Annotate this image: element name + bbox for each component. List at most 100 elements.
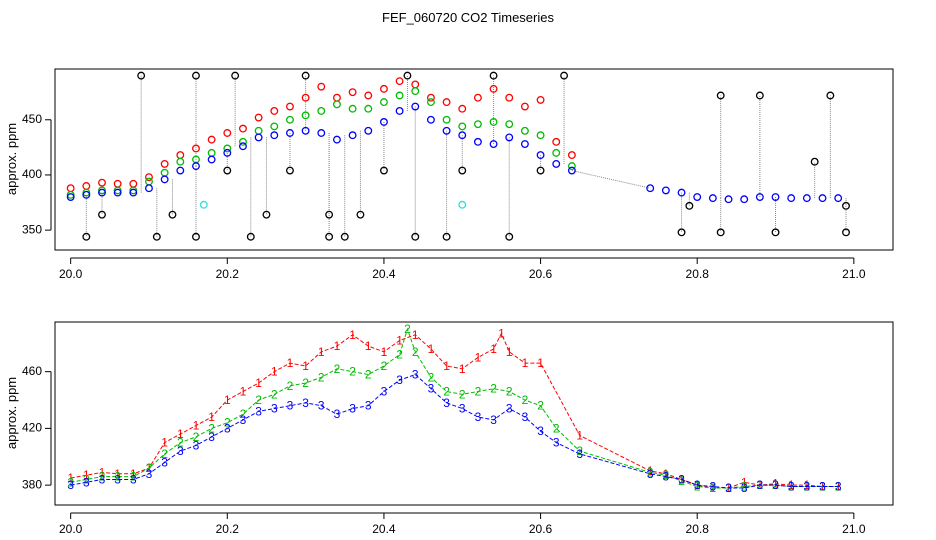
series-1-marker: 1 — [647, 464, 654, 478]
red-point — [411, 80, 420, 89]
outliers-point — [842, 228, 850, 237]
green-point — [426, 98, 435, 107]
red-point — [473, 93, 482, 102]
red-point — [489, 84, 498, 93]
blue-point — [834, 194, 843, 203]
red-point — [192, 144, 200, 153]
x-tick-label: 20.6 — [529, 522, 553, 536]
series-1-marker: 1 — [506, 345, 513, 359]
blue-point — [708, 194, 717, 203]
x-tick-label: 20.8 — [686, 267, 710, 281]
outliers-point — [340, 232, 349, 241]
series-3-marker: 3 — [396, 373, 403, 387]
blue-point — [160, 175, 169, 184]
series-2-marker: 2 — [710, 481, 717, 495]
red-point — [207, 135, 216, 144]
blue-point — [505, 133, 514, 142]
blue-point — [254, 133, 263, 142]
green-point — [505, 120, 514, 129]
series-1-marker: 1 — [83, 468, 90, 482]
gap-connector — [571, 170, 651, 189]
series-3-marker: 3 — [130, 472, 137, 486]
series-3-marker: 3 — [349, 402, 356, 416]
series-2-marker: 2 — [428, 370, 435, 384]
blue-point — [567, 166, 576, 175]
series-3-marker: 3 — [522, 410, 529, 424]
series-3-marker: 3 — [490, 413, 497, 427]
y-axis-label: approx. ppm — [4, 123, 19, 195]
green-point — [270, 122, 279, 131]
series-2-line — [70, 327, 839, 489]
outliers-point — [168, 210, 177, 219]
red-point — [332, 93, 341, 102]
series-3-marker: 3 — [334, 407, 341, 421]
outliers-point — [137, 71, 146, 80]
red-point — [458, 104, 467, 113]
series-3-marker: 3 — [647, 467, 654, 481]
red-point — [505, 93, 514, 102]
blue-point — [411, 102, 420, 111]
blue-point — [787, 194, 796, 203]
x-tick-label: 20.4 — [372, 522, 396, 536]
series-1-marker: 1 — [772, 477, 779, 491]
series-3-marker: 3 — [725, 481, 732, 495]
green-point — [379, 98, 388, 107]
blue-point — [458, 131, 467, 140]
plot-frame — [54, 321, 894, 506]
blue-point — [677, 188, 686, 197]
blue-point — [82, 190, 91, 199]
red-point — [254, 113, 263, 122]
blue-point — [379, 118, 388, 126]
series-1-marker: 1 — [694, 478, 701, 492]
blue-point — [176, 166, 185, 175]
red-point — [379, 84, 388, 93]
blue-point — [802, 194, 811, 203]
cyan-point — [199, 200, 208, 209]
x-axis: 20.0 20.2 20.4 20.6 20.8 21.0 — [59, 512, 866, 536]
series-3-marker: 3 — [146, 467, 153, 481]
green-point — [223, 144, 232, 153]
green-point — [411, 87, 420, 96]
series-1-marker: 1 — [498, 326, 505, 340]
cyan-point — [458, 200, 467, 209]
red-point — [113, 179, 122, 188]
y-axis: 380 420 460 — [22, 364, 52, 491]
green-point — [176, 157, 185, 166]
series-3-marker: 3 — [287, 399, 294, 413]
series-1-marker: 1 — [365, 339, 372, 353]
series-2-marker: 2 — [240, 407, 247, 421]
blue-point — [286, 129, 294, 137]
green-point — [332, 100, 341, 109]
series-3-marker: 3 — [318, 399, 325, 413]
y-tick-label: 450 — [22, 112, 42, 126]
series-1-marker: 1 — [318, 345, 325, 359]
series-2-marker: 2 — [114, 470, 121, 484]
green-point — [66, 190, 75, 199]
blue-point — [270, 131, 279, 140]
blue-point — [520, 140, 529, 148]
series-2-marker: 2 — [255, 393, 262, 407]
series-2-marker: 2 — [161, 447, 168, 461]
series-3-marker: 3 — [365, 399, 372, 413]
outliers-point — [842, 201, 850, 210]
series-1-marker: 1 — [177, 427, 184, 441]
series-3-marker: 3 — [537, 424, 544, 438]
outliers-point — [411, 232, 420, 241]
series-2-marker: 2 — [647, 465, 654, 479]
series-2-marker: 2 — [537, 399, 544, 413]
blue-point — [317, 129, 326, 137]
y-tick-label: 350 — [22, 222, 42, 236]
blue-point — [552, 159, 561, 168]
blue-point — [395, 106, 404, 115]
red-point — [317, 82, 326, 91]
blue-point — [473, 137, 482, 146]
red-point — [567, 151, 576, 160]
outliers-point — [458, 166, 467, 175]
blue-point — [223, 148, 232, 157]
outliers-point — [810, 157, 819, 166]
outliers-point — [403, 71, 412, 80]
series-3-marker: 3 — [835, 480, 842, 494]
outliers-point — [560, 71, 569, 80]
outliers-point — [505, 232, 514, 241]
outliers-point — [379, 166, 388, 175]
